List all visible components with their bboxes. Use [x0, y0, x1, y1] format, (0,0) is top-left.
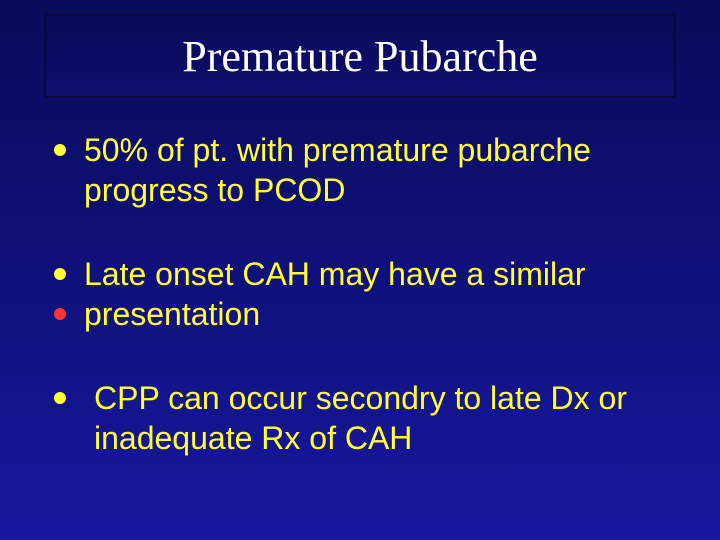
bullet-text: 50% of pt. with premature pubarche progr… — [84, 130, 666, 210]
bullet-text: Late onset CAH may have a similar presen… — [84, 254, 666, 334]
list-item: CPP can occur secondry to late Dx or ina… — [54, 378, 666, 458]
slide-title: Premature Pubarche — [182, 31, 538, 82]
bullet-list: 50% of pt. with premature pubarche progr… — [54, 130, 666, 502]
title-box: Premature Pubarche — [44, 14, 676, 98]
list-item: 50% of pt. with premature pubarche progr… — [54, 130, 666, 210]
list-item: Late onset CAH may have a similar presen… — [54, 254, 666, 334]
bullet-icon — [54, 392, 66, 404]
bullet-icon — [54, 268, 66, 280]
bullet-icon — [54, 144, 66, 156]
bullet-text: CPP can occur secondry to late Dx or ina… — [84, 378, 666, 458]
bullet-icon-accent — [54, 308, 66, 320]
